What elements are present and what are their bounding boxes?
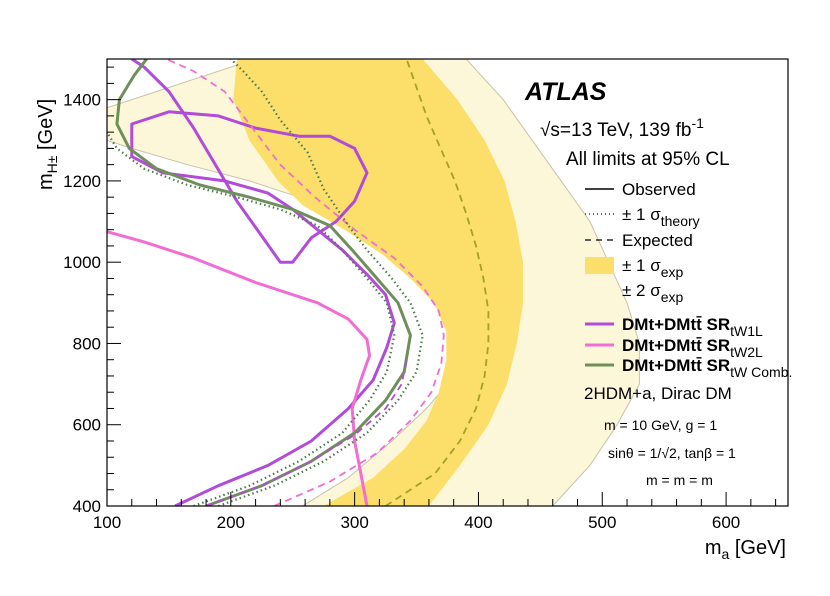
energy-label: √s=13 TeV, 139 fb-1 — [540, 115, 704, 141]
x-tick-label: 500 — [588, 513, 616, 532]
series-line-3 — [115, 59, 412, 506]
y-tick-label: 800 — [73, 334, 101, 353]
x-tick-label: 600 — [712, 513, 740, 532]
legend-exp1-swatch — [585, 257, 614, 274]
y-tick-label: 1000 — [63, 253, 101, 272]
param-mass-relation: m = m = m — [646, 472, 713, 488]
atlas-label: ATLAS — [524, 78, 607, 106]
band-1sigma — [233, 59, 524, 506]
x-tick-label: 200 — [217, 513, 245, 532]
legend: Observed ± 1 σtheory Expected ± 1 σexp ±… — [585, 180, 792, 380]
axis-ticks — [106, 66, 777, 507]
limit-curves — [107, 59, 490, 506]
series-line-1 — [130, 59, 396, 506]
y-axis-title: mH± [GeV] — [35, 99, 60, 190]
y-tick-label: 400 — [73, 497, 101, 516]
legend-expected: Expected — [622, 231, 693, 250]
legend-sr1: DMt+DMtt̄ SRtW1L — [622, 315, 763, 339]
legend-exp1: ± 1 σexp — [622, 256, 684, 280]
legend-sr3: DMt+DMtt̄ SRtW Comb. — [622, 356, 792, 380]
series-line-7 — [218, 59, 424, 506]
y-tick-label: 1400 — [63, 91, 101, 110]
x-tick-label: 300 — [340, 513, 368, 532]
param-angles: sinθ = 1/√2, tanβ = 1 — [608, 445, 736, 461]
series-line-8 — [107, 131, 396, 506]
cl-label: All limits at 95% CL — [566, 149, 730, 170]
model-label: 2HDM+a, Dirac DM — [584, 384, 732, 403]
x-tick-label: 100 — [93, 513, 121, 532]
series-line-5 — [166, 59, 445, 506]
series-line-2 — [107, 230, 371, 506]
legend-observed: Observed — [622, 180, 696, 199]
plot-frame — [106, 58, 789, 507]
legend-exp2: ± 2 σexp — [622, 281, 684, 305]
x-axis-title: ma [GeV] — [705, 537, 786, 562]
x-tick-label: 400 — [464, 513, 492, 532]
param-mass-coupling: m = 10 GeV, g = 1 — [604, 417, 717, 433]
y-tick-label: 600 — [73, 416, 101, 435]
tick-labels: 100 200 300 400 500 600 400 600 800 1000 1200 1400 — [63, 91, 740, 532]
y-tick-label: 1200 — [63, 172, 101, 191]
legend-theory: ± 1 σtheory — [622, 205, 700, 229]
legend-sr2: DMt+DMtt̄ SRtW2L — [622, 336, 763, 360]
legend-exp2-swatch — [585, 283, 614, 300]
series-line-6 — [385, 59, 490, 506]
